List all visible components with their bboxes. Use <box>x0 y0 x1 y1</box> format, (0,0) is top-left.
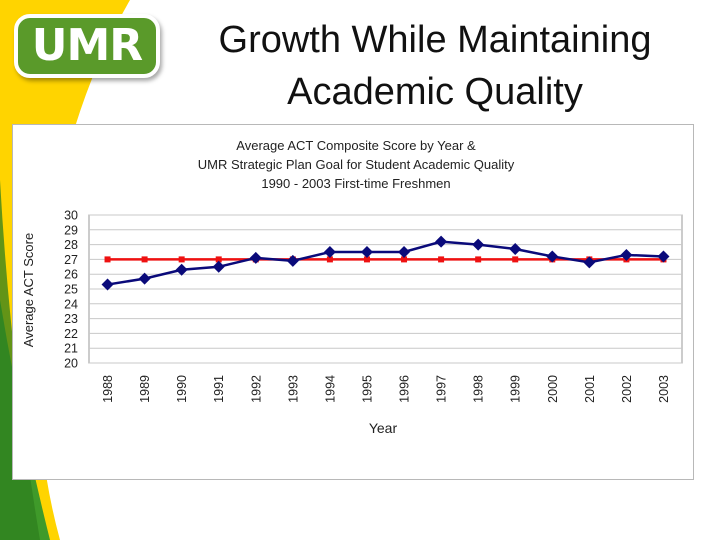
y-tick-label: 30 <box>64 209 78 223</box>
chart-title-line-2: UMR Strategic Plan Goal for Student Acad… <box>198 157 515 172</box>
goal-point <box>326 256 333 263</box>
x-tick-label: 2001 <box>583 375 597 403</box>
x-axis-label: Year <box>369 420 398 436</box>
y-tick-label: 27 <box>64 253 78 267</box>
goal-point <box>401 256 408 263</box>
x-tick-label: 1996 <box>398 375 412 403</box>
goal-point <box>475 256 482 263</box>
slide-title: Growth While Maintaining Academic Qualit… <box>150 14 720 118</box>
x-tick-label: 1994 <box>323 375 337 403</box>
goal-point <box>512 256 519 263</box>
y-tick-label: 26 <box>64 268 78 282</box>
goal-point <box>141 256 148 263</box>
chart-frame: Average ACT Composite Score by Year & UM… <box>12 124 694 480</box>
x-tick-label: 1993 <box>286 375 300 403</box>
score-point <box>138 272 151 285</box>
x-tick-label: 1995 <box>360 375 374 403</box>
y-axis-label: Average ACT Score <box>21 233 36 347</box>
score-point <box>249 251 262 264</box>
score-point <box>323 246 336 258</box>
y-tick-label: 22 <box>64 327 78 341</box>
x-tick-label: 2002 <box>620 375 634 403</box>
y-tick-label: 28 <box>64 238 78 252</box>
score-point <box>546 250 559 263</box>
y-tick-label: 24 <box>64 297 78 311</box>
x-tick-label: 1992 <box>249 375 263 403</box>
slide-title-line-2: Academic Quality <box>287 71 583 113</box>
score-point <box>286 254 299 267</box>
x-tick-label: 1997 <box>435 375 449 403</box>
x-tick-label: 1990 <box>175 375 189 403</box>
goal-point <box>104 256 111 263</box>
x-tick-label: 1991 <box>212 375 226 403</box>
x-tick-label: 2003 <box>657 375 671 403</box>
score-series-line <box>107 240 664 286</box>
y-tick-label: 25 <box>64 283 78 297</box>
score-point <box>620 248 633 261</box>
score-point <box>509 243 522 256</box>
score-point <box>175 263 188 276</box>
x-tick-label: 1999 <box>509 375 523 403</box>
goal-point <box>215 256 222 263</box>
x-tick-label: 1989 <box>138 375 152 403</box>
score-point <box>583 256 596 269</box>
score-point <box>435 235 448 248</box>
chart-title-line-3: 1990 - 2003 First-time Freshmen <box>261 176 450 191</box>
act-score-chart: Average ACT Composite Score by Year & UM… <box>21 138 683 436</box>
score-point <box>101 278 114 291</box>
y-tick-label: 21 <box>64 342 78 356</box>
umr-logo: UMR <box>14 14 160 78</box>
goal-point <box>178 256 185 263</box>
score-point <box>472 238 485 251</box>
goal-point <box>438 256 445 263</box>
y-tick-label: 20 <box>64 357 78 371</box>
y-tick-label: 29 <box>64 223 78 237</box>
logo-text: UMR <box>31 20 143 71</box>
score-point <box>398 246 411 258</box>
score-point <box>657 250 670 263</box>
y-tick-label: 23 <box>64 312 78 326</box>
score-point <box>212 260 225 273</box>
x-tick-label: 1998 <box>472 375 486 403</box>
score-point <box>360 246 373 258</box>
chart-title-line-1: Average ACT Composite Score by Year & <box>236 138 476 153</box>
x-tick-label: 1988 <box>101 375 115 403</box>
slide-title-line-1: Growth While Maintaining <box>218 19 652 61</box>
goal-point <box>363 256 370 263</box>
x-tick-label: 2000 <box>546 375 560 403</box>
